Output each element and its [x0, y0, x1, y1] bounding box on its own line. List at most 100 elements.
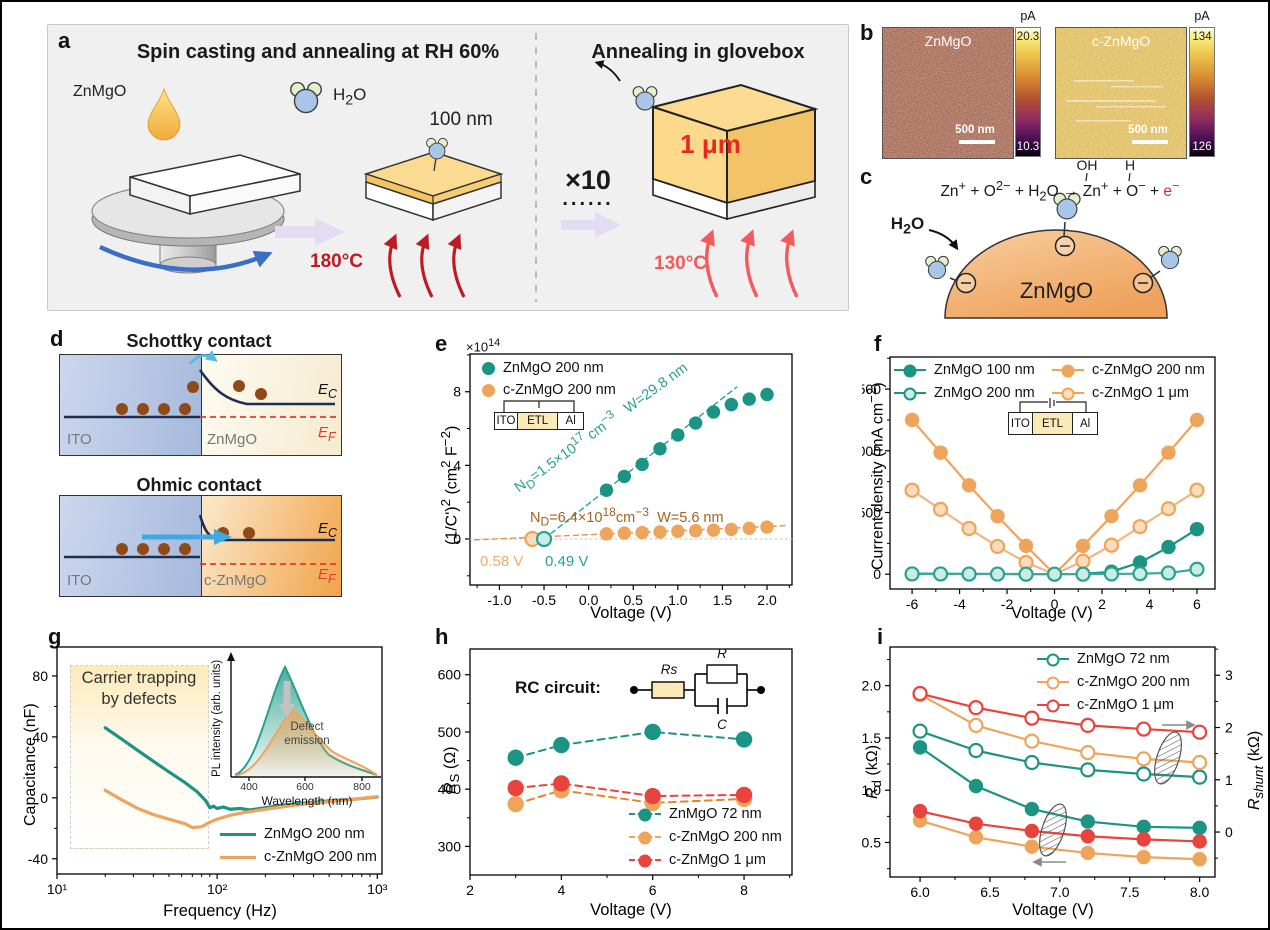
svg-text:40: 40 [32, 729, 48, 745]
svg-text:300: 300 [438, 838, 462, 854]
oh-bond [1085, 172, 1088, 182]
panel-a-title-right: Annealing in glovebox [591, 41, 805, 63]
legend-item-znmgo: ZnMgO 200 nm [220, 826, 365, 842]
adsorbed-water-left-icon [925, 255, 949, 280]
device-bracket-icon [503, 400, 575, 412]
svg-text:8: 8 [453, 384, 461, 400]
svg-text:0.0: 0.0 [579, 592, 599, 608]
svg-text:-0.5: -0.5 [532, 592, 556, 608]
colorbar-min: 126 [1192, 141, 1212, 153]
legend-label: c-ZnMgO 200 nm [669, 829, 782, 845]
c-znmgo-label: c-ZnMgO [204, 572, 267, 589]
x-axis-label: Voltage (V) [1012, 901, 1094, 919]
anneal-temp-right: 130°C [654, 253, 708, 274]
legend-label: ZnMgO 200 nm [503, 360, 604, 376]
svg-text:1.5: 1.5 [862, 730, 881, 746]
legend-label: ZnMgO 100 nm [934, 362, 1035, 378]
y-axis-label: RS (Ω) [442, 746, 463, 794]
legend-item-znmgo: ZnMgO 200 nm [482, 360, 604, 376]
scalebar [959, 140, 995, 144]
legend-marker-icon [482, 361, 495, 375]
h2o-adsorb-arrow-icon [928, 229, 959, 251]
svg-text:2.0: 2.0 [757, 592, 777, 608]
band-diagram-lines [64, 350, 336, 565]
svg-text:80: 80 [32, 668, 48, 684]
legend-label: c-ZnMgO 1 μm [1092, 385, 1189, 401]
legend-label: ZnMgO 200 nm [264, 826, 365, 842]
thin-film-icon [363, 151, 504, 222]
panel-a-label: a [58, 28, 71, 53]
ec-label-bottom: EC [318, 520, 338, 540]
spin-coater-icon [91, 154, 301, 274]
svg-text:6.5: 6.5 [980, 884, 1000, 900]
svg-text:-40: -40 [28, 851, 48, 867]
svg-text:0: 0 [873, 566, 881, 582]
process-arrow-icon [275, 218, 345, 246]
panel-c-illustration [925, 172, 1182, 319]
h-bond [1128, 172, 1131, 182]
ec-label-top: EC [318, 381, 338, 401]
colorbar: 134 126 [1189, 27, 1215, 157]
legend-marker-icon [1046, 699, 1060, 713]
device-stack-inset: ITO ETL Al [1008, 412, 1098, 435]
legend-label: c-ZnMgO 1 μm [1077, 697, 1174, 713]
legend-line-icon [220, 832, 256, 836]
ec-curve-schottky [198, 369, 335, 406]
svg-text:0: 0 [1225, 824, 1233, 840]
svg-text:1000: 1000 [862, 443, 881, 459]
svg-text:1500: 1500 [862, 381, 881, 397]
panel-b-label: b [860, 20, 874, 45]
svg-text:3: 3 [1225, 667, 1233, 683]
y-axis-label: (1/C')2 (cm2 F−2) [438, 425, 461, 545]
panel-c: c Zn+ + O2− + H2O → Zn+ + O− + e− OH H H… [857, 152, 1268, 330]
h2o-label: H2O [890, 214, 925, 238]
legend-marker-icon [1046, 676, 1060, 690]
legend-label: ZnMgO 72 nm [1077, 651, 1170, 667]
chart-e: -1.0 -0.5 0.0 0.5 1.0 1.5 2.0 0 4 8 [453, 353, 793, 608]
electron-dots-schottky [116, 380, 267, 415]
solution-label: ZnMgO [73, 83, 127, 100]
afm-image-c-znmgo: c-ZnMgO 500 nm [1055, 27, 1187, 159]
film-thickness-label: 100 nm [429, 109, 493, 130]
legend-item-znmgo-200: ZnMgO 200 nm [894, 385, 1035, 401]
legend-label: c-ZnMgO 200 nm [1092, 362, 1205, 378]
colorbar-min: 10.3 [1016, 141, 1040, 153]
panel-g: g 10¹ 10² 10³ -40 0 40 80 Capacitance (nF) Fre… [20, 624, 392, 922]
legend-label: c-ZnMgO 200 nm [1077, 674, 1190, 690]
svg-text:2: 2 [466, 882, 474, 898]
legend-item-znmgo-72: ZnMgO 72 nm [1037, 651, 1170, 667]
oh-group-label: OH [1076, 157, 1098, 173]
svg-text:-6: -6 [906, 596, 919, 612]
chart-i: 6.0 6.5 7.0 7.5 8.0 0.5 1.0 1.5 2.0 0 1 2 3 [862, 646, 1233, 900]
water-molecule-icon [290, 81, 322, 114]
panel-a-title-left: Spin casting and annealing at RH 60% [136, 41, 500, 63]
svg-text:7.0: 7.0 [1050, 884, 1070, 900]
svg-text:6.0: 6.0 [910, 884, 930, 900]
rc-circuit-icon [630, 664, 765, 714]
legend-label: ZnMgO 72 nm [669, 806, 762, 822]
panel-h-label: h [435, 624, 449, 649]
ito-label-bottom: ITO [67, 572, 92, 589]
tunneling-arrowhead [214, 529, 232, 545]
svg-text:6: 6 [649, 882, 657, 898]
panel-a-illustration [91, 33, 819, 302]
svg-text:2: 2 [1098, 596, 1106, 612]
h-group-label: H [1124, 157, 1136, 173]
thick-film-cube-icon [649, 83, 819, 221]
legend-marker-icon [638, 831, 652, 845]
ito-region [60, 355, 202, 455]
x-axis-label: Voltage (V) [1011, 604, 1093, 622]
device-bracket-battery-icon [1019, 398, 1087, 413]
svg-text:1.5: 1.5 [713, 592, 733, 608]
device-layer-ito: ITO [495, 413, 518, 429]
svg-text:0: 0 [1051, 596, 1059, 612]
legend-marker-icon [1061, 364, 1075, 378]
legend-item-znmgo-72: ZnMgO 72 nm [629, 806, 762, 822]
electron-dots-ohmic [116, 527, 255, 555]
c-znmgo-region [201, 496, 341, 596]
panel-a: a Spin casting and annealing at RH 60% A… [47, 24, 849, 311]
reaction-equation: Zn+ + O2− + H2O → Zn+ + O− + e− [940, 178, 1180, 204]
defect-emission-annotation: Defect emission [284, 721, 330, 747]
svg-text:2.0: 2.0 [862, 678, 881, 694]
legend-line-icon [894, 387, 926, 401]
